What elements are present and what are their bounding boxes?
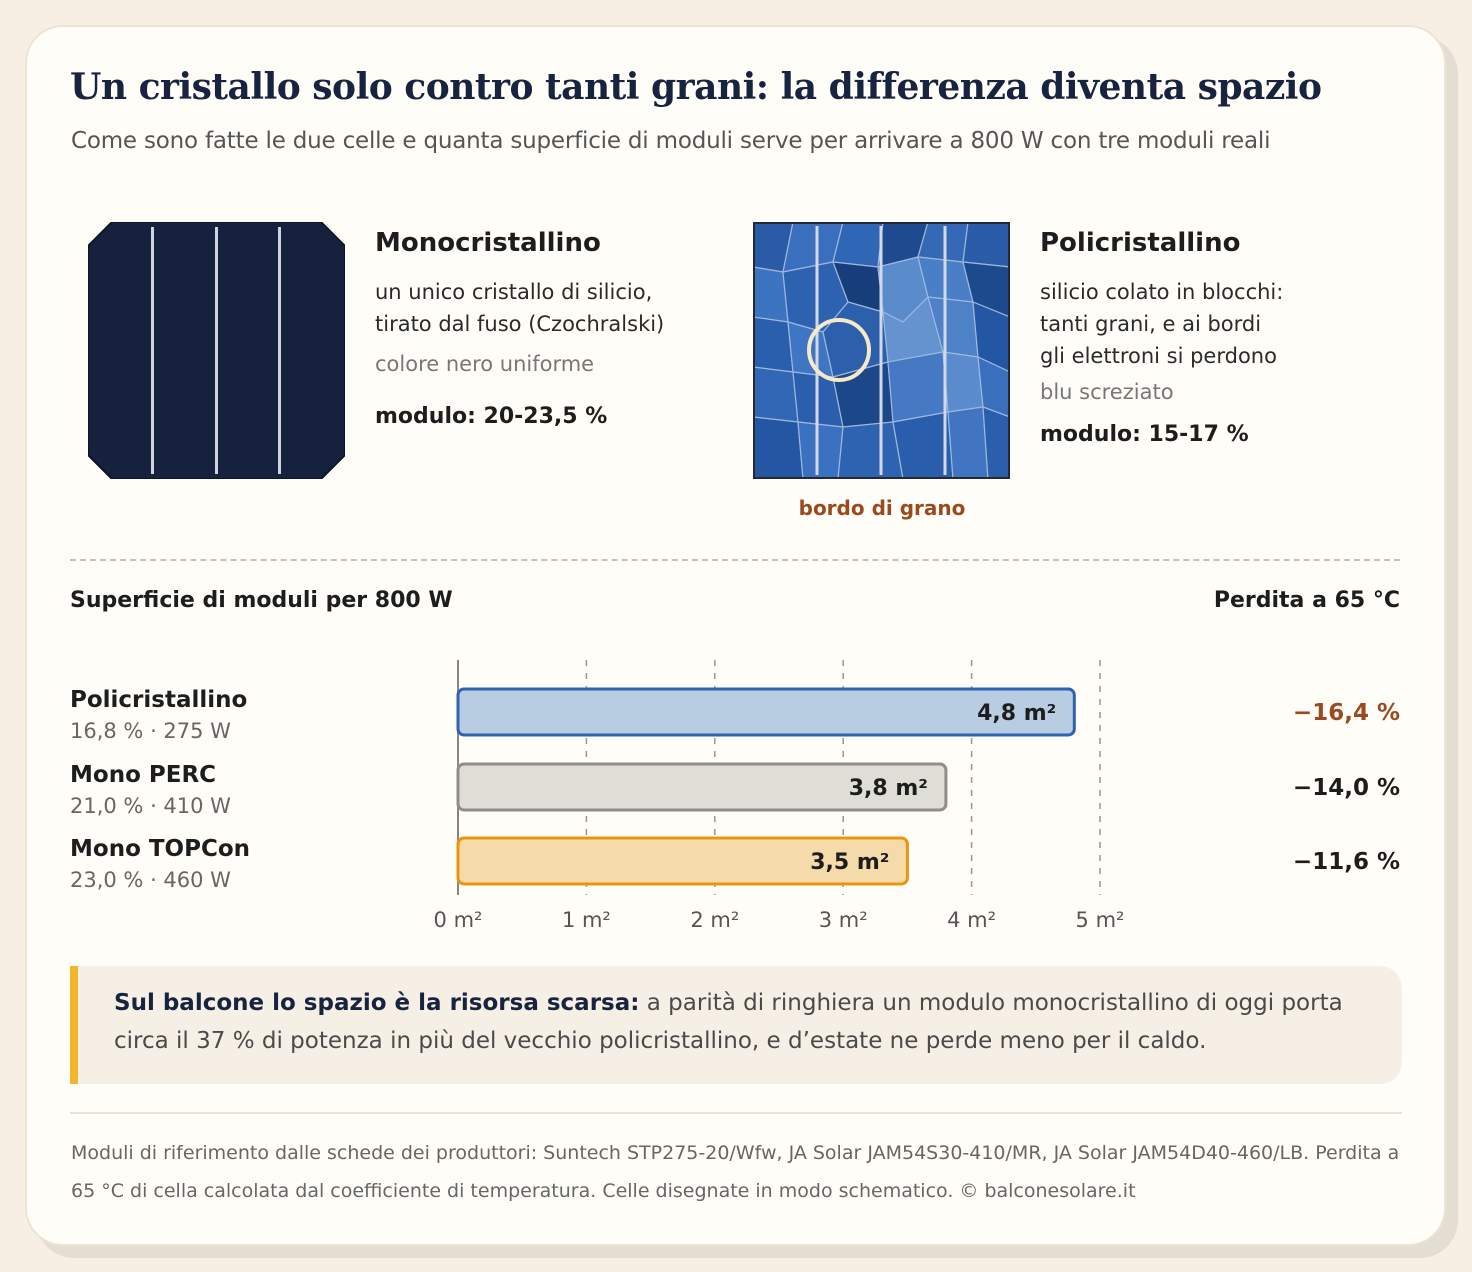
poly-cell-illustration [753, 222, 1010, 479]
x-tick-label: 2 m² [690, 908, 739, 932]
x-tick-label: 3 m² [819, 908, 868, 932]
page-subtitle: Come sono fatte le due celle e quanta su… [71, 128, 1271, 154]
poly-color-note: blu screziato [1040, 380, 1174, 404]
bar [456, 687, 1076, 737]
mono-cell-illustration [88, 222, 345, 479]
loss-value: −14,0 % [1293, 775, 1400, 801]
footer-note: Moduli di riferimento dalle schede dei p… [71, 1142, 1400, 1202]
mono-title: Monocristallino [375, 228, 601, 258]
mono-description: un unico cristallo di silicio, tirato da… [375, 276, 695, 340]
poly-cell-frame [753, 222, 1010, 479]
bar-value-label: 4,8 m² [977, 701, 1056, 726]
mono-desc-line: tirato dal fuso (Czochralski) [375, 312, 665, 336]
category-label: Policristallino [70, 687, 247, 713]
mono-color-note: colore nero uniforme [375, 352, 595, 376]
poly-efficiency: modulo: 15-17 % [1040, 422, 1249, 447]
grain [972, 301, 1010, 373]
grain [962, 222, 1010, 268]
loss-value: −16,4 % [1293, 700, 1400, 726]
poly-description: silicio colato in blocchi: tanti grani, … [1040, 276, 1340, 372]
category-sublabel: 21,0 % · 410 W [70, 794, 231, 818]
x-tick-label: 0 m² [434, 908, 483, 932]
poly-title: Policristallino [1040, 228, 1241, 258]
mono-desc-line: un unico cristallo di silicio, [375, 280, 653, 304]
bar [456, 762, 948, 812]
category-sublabel: 16,8 % · 275 W [70, 719, 231, 743]
grain [962, 261, 1010, 318]
grain [837, 421, 904, 479]
chart-title: Superficie di moduli per 800 W [70, 588, 453, 613]
bar [456, 836, 909, 886]
bar-value-label: 3,8 m² [849, 776, 928, 801]
grain-boundary-marker [807, 318, 871, 382]
grain [977, 356, 1010, 418]
grain [947, 406, 989, 479]
category-sublabel: 23,0 % · 460 W [70, 868, 231, 892]
loss-value: −11,6 % [1293, 849, 1400, 875]
section-divider [70, 559, 1400, 561]
footer-rule [70, 1112, 1402, 1114]
grain [982, 406, 1010, 479]
grain [892, 411, 954, 479]
category-label: Mono PERC [70, 762, 216, 788]
x-tick-label: 1 m² [562, 908, 611, 932]
category-label: Mono TOPCon [70, 836, 250, 862]
mono-efficiency: modulo: 20-23,5 % [375, 404, 608, 429]
callout-box: Sul balcone lo spazio è la risorsa scars… [70, 966, 1402, 1084]
poly-desc-line: silicio colato in blocchi: [1040, 280, 1284, 304]
grain-boundary-label: bordo di grano [798, 496, 966, 520]
x-tick-label: 4 m² [947, 908, 996, 932]
grain [753, 416, 804, 479]
bar-value-label: 3,5 m² [810, 850, 889, 875]
poly-desc-line: tanti grani, e ai bordi [1040, 312, 1262, 336]
page-title: Un cristallo solo contro tanti grani: la… [70, 66, 1322, 108]
callout-bold: Sul balcone lo spazio è la risorsa scars… [114, 990, 640, 1016]
callout-body: a parità di ringhiera un modulo monocris… [114, 990, 1343, 1054]
callout-text: Sul balcone lo spazio è la risorsa scars… [114, 984, 1384, 1060]
loss-column-title: Perdita a 65 °C [1213, 588, 1400, 613]
poly-desc-line: gli elettroni si perdono [1040, 344, 1277, 368]
x-tick-label: 5 m² [1076, 908, 1125, 932]
grain [797, 421, 844, 479]
